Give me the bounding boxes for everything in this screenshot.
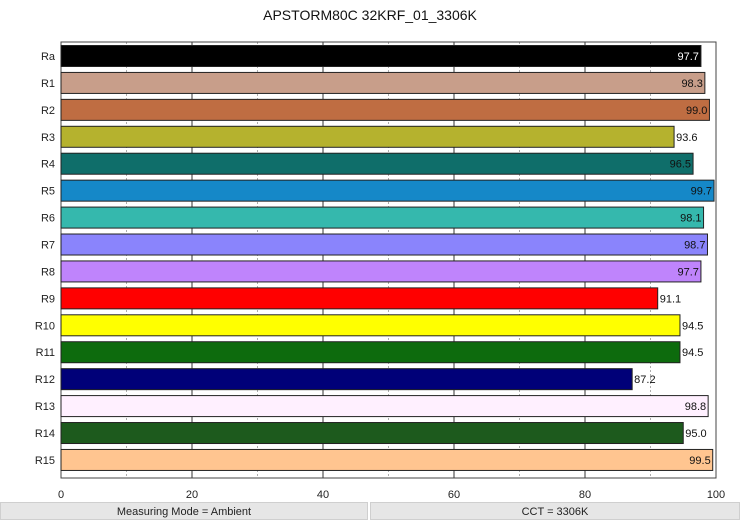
- y-tick-label: R14: [35, 428, 55, 440]
- bar-r8: [60, 260, 702, 283]
- y-tick-label: R5: [41, 186, 55, 198]
- bar-r5: [60, 179, 715, 202]
- bar-r14: [60, 422, 684, 445]
- data-label: 99.7: [691, 186, 712, 198]
- data-label: 98.3: [681, 78, 702, 90]
- y-tick-label: Ra: [41, 51, 56, 63]
- plot-frame: [60, 41, 717, 479]
- cct-label: CCT = 3306K: [370, 502, 740, 520]
- data-label: 96.5: [670, 159, 691, 171]
- data-label: 94.5: [682, 320, 703, 332]
- bar-ra: [60, 45, 702, 67]
- y-tick-label: R1: [41, 78, 55, 90]
- bar-r13: [60, 395, 709, 418]
- y-tick-label: R9: [41, 293, 55, 305]
- y-tick-label: R4: [41, 159, 55, 171]
- y-tick-label: R3: [41, 132, 55, 144]
- x-tick-label: 0: [58, 489, 64, 501]
- x-tick-label: 100: [707, 489, 725, 501]
- x-tick-label: 80: [579, 489, 591, 501]
- data-label: 91.1: [660, 293, 681, 305]
- data-label: 97.7: [678, 266, 699, 278]
- bar-r2: [60, 98, 710, 121]
- y-tick-label: R7: [41, 240, 55, 252]
- data-label: 87.2: [634, 374, 655, 386]
- data-label: 98.7: [684, 240, 705, 252]
- bar-r1: [60, 71, 706, 94]
- bar-r12: [60, 368, 633, 391]
- y-tick-label: R12: [35, 374, 55, 386]
- bar-r10: [60, 314, 681, 337]
- y-tick-label: R13: [35, 401, 55, 413]
- data-label: 94.5: [682, 347, 703, 359]
- data-label: 98.1: [680, 213, 701, 225]
- bar-r6: [60, 206, 705, 229]
- y-tick-label: R8: [41, 266, 55, 278]
- x-tick-label: 20: [186, 489, 198, 501]
- bar-r7: [60, 233, 708, 256]
- y-tick-label: R11: [36, 347, 55, 359]
- bar-r3: [60, 125, 675, 148]
- data-label: 93.6: [676, 132, 697, 144]
- data-label: 97.7: [678, 51, 699, 63]
- bar-r11: [60, 341, 681, 364]
- y-tick-label: R15: [35, 455, 55, 467]
- y-tick-label: R2: [41, 105, 55, 117]
- bar-r9: [60, 287, 659, 310]
- chart-title: APSTORM80C 32KRF_01_3306K: [263, 7, 477, 23]
- bar-r4: [60, 152, 694, 175]
- data-label: 99.0: [686, 105, 707, 117]
- data-label: 99.5: [689, 455, 710, 467]
- y-tick-label: R10: [35, 320, 55, 332]
- x-tick-label: 60: [448, 489, 460, 501]
- bar-r15: [60, 448, 714, 471]
- x-tick-label: 40: [317, 489, 329, 501]
- data-label: 95.0: [685, 428, 706, 440]
- data-label: 98.8: [685, 401, 706, 413]
- measuring-mode-label: Measuring Mode = Ambient: [0, 502, 368, 520]
- y-tick-label: R6: [41, 213, 55, 225]
